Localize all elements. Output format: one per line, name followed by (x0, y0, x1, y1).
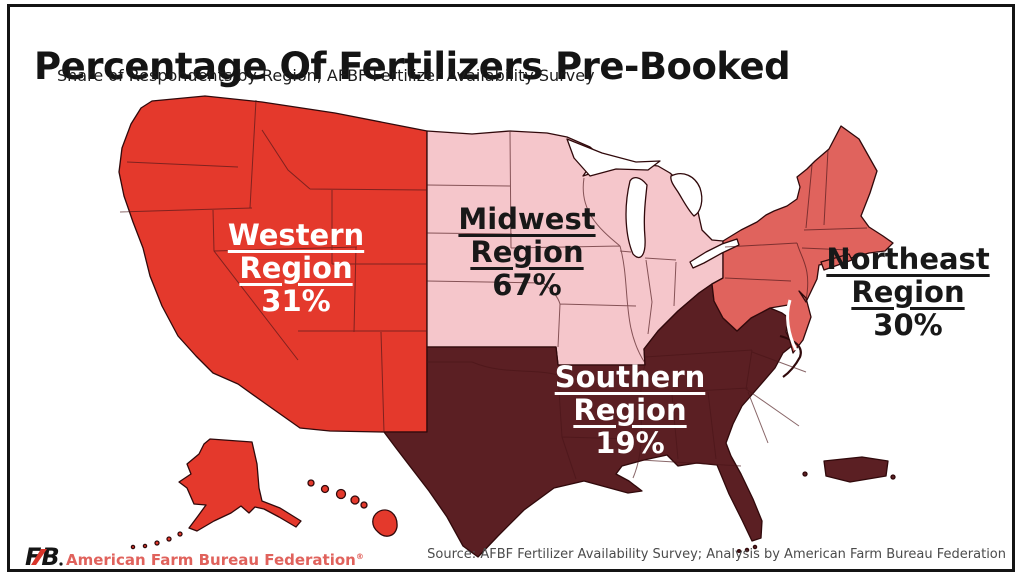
northeast-region-value: 30% (873, 308, 943, 342)
midwest-region-name-line2: Region (470, 235, 584, 269)
lake-huron (670, 173, 703, 217)
puerto-rico-shape (802, 456, 896, 483)
state-borders (119, 99, 868, 480)
label-southern-region: Southern Region 19% (515, 361, 745, 460)
long-island-shape (820, 253, 853, 271)
afbf-logo-leaf (31, 549, 47, 565)
western-region-name-line2: Region (239, 251, 353, 285)
midwest-region-name-line1: Midwest (458, 202, 596, 236)
label-northeast-region: Northeast Region 30% (793, 243, 1022, 342)
alaska-shape (178, 438, 302, 532)
midwest-region-value: 67% (492, 268, 562, 302)
afbf-logo-letters: FB (25, 543, 60, 571)
chesapeake-bay (786, 299, 798, 351)
label-midwest-region: Midwest Region 67% (412, 203, 642, 302)
organization-name-text: American Farm Bureau Federation (66, 551, 356, 569)
southern-region-value: 19% (595, 426, 665, 460)
southern-region-name-line1: Southern (554, 360, 706, 394)
afbf-logo-icon: FB (25, 543, 63, 571)
lake-michigan (625, 177, 648, 259)
region-western-shape (118, 95, 428, 433)
hawaii-islands (307, 479, 398, 537)
region-northeast-shape (711, 125, 894, 354)
northeast-region-name-line1: Northeast (826, 242, 990, 276)
florida-keys (736, 544, 758, 554)
page-title: Percentage Of Fertilizers Pre-Booked (34, 44, 791, 88)
lake-superior (566, 138, 661, 177)
label-western-region: Western Region 31% (181, 219, 411, 318)
southern-region-name-line2: Region (573, 393, 687, 427)
organization-name: American Farm Bureau Federation® (66, 551, 364, 569)
aleutian-islands (130, 531, 183, 550)
page-subtitle: Share of Respondents by Region, AFBF Fer… (57, 66, 595, 85)
lake-erie (689, 238, 740, 269)
western-region-name-line1: Western (227, 218, 365, 252)
northeast-region-name-line2: Region (851, 275, 965, 309)
trademark-symbol: ® (355, 552, 364, 561)
source-note: Source: AFBF Fertilizer Availability Sur… (427, 547, 1006, 562)
great-lakes (566, 138, 740, 269)
western-region-value: 31% (261, 284, 331, 318)
